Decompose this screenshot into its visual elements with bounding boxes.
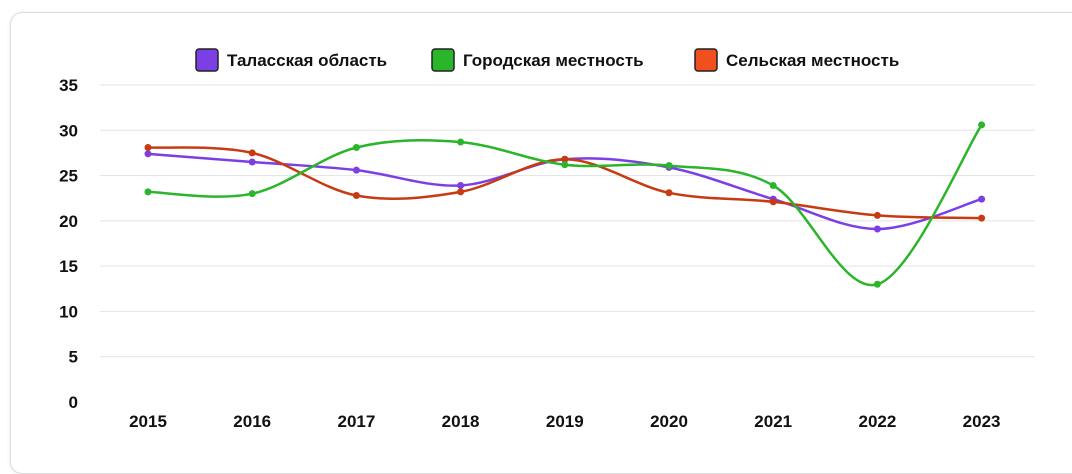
x-tick-label: 2023 (963, 412, 1001, 431)
chart-card (10, 12, 1072, 474)
data-point (769, 182, 777, 190)
data-point (457, 182, 465, 190)
data-point (144, 188, 152, 196)
data-point (873, 225, 881, 233)
data-point (144, 143, 152, 151)
x-tick-label: 2019 (546, 412, 584, 431)
data-point (873, 280, 881, 288)
data-point (978, 195, 986, 203)
x-tick-label: 2017 (337, 412, 375, 431)
data-point (248, 158, 256, 166)
x-axis-ticks: 2015 2016 2017 2018 2019 2020 2021 2022 2023 (129, 412, 1000, 431)
data-point (665, 189, 673, 197)
series-lines (146, 123, 983, 287)
data-point (978, 121, 986, 129)
legend: Таласская область Городская местность Сель… (195, 48, 899, 72)
gridlines (100, 84, 1035, 358)
data-point (248, 149, 256, 157)
legend-swatch (694, 48, 718, 72)
y-tick-label: 0 (69, 393, 78, 412)
y-axis-ticks: 0 5 10 15 20 25 30 35 (59, 76, 78, 412)
x-tick-label: 2021 (754, 412, 792, 431)
legend-swatch (195, 48, 219, 72)
legend-swatch (431, 48, 455, 72)
y-tick-label: 20 (59, 212, 78, 231)
data-point (873, 211, 881, 219)
x-tick-label: 2022 (858, 412, 896, 431)
y-tick-label: 15 (59, 257, 78, 276)
x-tick-label: 2016 (233, 412, 271, 431)
x-tick-label: 2018 (442, 412, 480, 431)
data-point (665, 162, 673, 170)
data-point (561, 155, 569, 163)
data-point (561, 161, 569, 169)
series-line (146, 123, 983, 287)
data-point (352, 191, 360, 199)
data-point (352, 143, 360, 151)
y-tick-label: 30 (59, 121, 78, 140)
data-point (769, 198, 777, 206)
data-point (457, 188, 465, 196)
data-point (144, 150, 152, 158)
data-point (248, 190, 256, 198)
x-tick-label: 2020 (650, 412, 688, 431)
data-point (978, 214, 986, 222)
data-point (457, 138, 465, 146)
y-tick-label: 25 (59, 167, 78, 186)
legend-label: Городская местность (463, 51, 644, 70)
y-tick-label: 35 (59, 76, 78, 95)
series-points (144, 121, 986, 288)
data-point (352, 166, 360, 174)
legend-label: Таласская область (227, 51, 387, 70)
x-tick-label: 2015 (129, 412, 167, 431)
y-tick-label: 10 (59, 302, 78, 321)
y-tick-label: 5 (69, 348, 78, 367)
legend-label: Сельская местность (726, 51, 899, 70)
